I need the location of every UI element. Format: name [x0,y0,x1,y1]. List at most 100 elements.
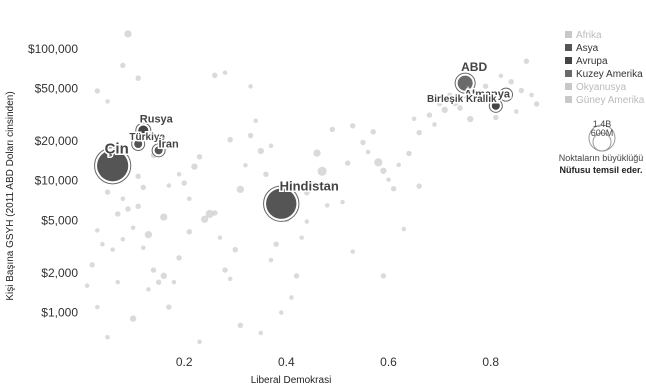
data-point [222,267,228,273]
y-tick-label: $20,000 [35,134,79,148]
data-point [205,209,214,219]
size-legend-small-circle [592,132,612,152]
country-label: İran [159,137,179,150]
data-point [95,228,100,233]
data-point [533,101,540,107]
size-legend-small-label: 600M [591,128,614,138]
data-point [181,180,187,186]
data-point [248,84,253,89]
data-point [200,215,209,223]
legend-swatch [565,44,572,51]
data-point [150,267,157,273]
data-point [263,171,269,177]
legend: Afrika Asya Avrupa Kuzey Amerika Okyanusya Gü… [565,30,645,106]
country-point [502,90,511,99]
data-point [160,213,168,221]
data-point [160,272,167,279]
country-point [97,150,129,182]
data-point [212,210,218,216]
country-label: Rusya [140,114,174,126]
data-point [217,235,223,240]
data-point [105,99,110,104]
data-point [293,273,300,279]
country-point [134,139,143,148]
country-label: Birleşik Krallık [427,94,497,105]
data-point [243,163,248,168]
data-point [135,173,141,180]
data-point [498,73,504,79]
data-point [390,185,397,192]
data-point [253,118,258,124]
legend-item[interactable]: Güney Amerika [576,95,645,106]
data-point [84,283,90,288]
data-point [365,149,371,155]
data-point [273,241,279,247]
legend-item[interactable]: Asya [576,43,599,54]
y-axis: $1,000 $2,000 $5,000 $10,000 $20,000 $50,000 $… [28,42,78,320]
data-point [120,236,126,242]
data-point [124,30,132,38]
data-point [374,158,383,167]
legend-swatch [565,31,572,38]
data-point [329,126,336,133]
size-legend-big-label: 1.4B [593,119,612,129]
data-point [140,184,147,191]
data-point [513,109,519,114]
data-point [104,189,111,195]
x-tick-label: 0.2 [176,355,193,369]
data-point [317,166,327,176]
data-point [304,219,310,224]
data-point [380,273,387,279]
data-point [340,199,345,205]
data-point [488,95,493,101]
data-point [401,226,407,232]
data-point [110,247,115,252]
data-point [482,83,489,89]
country-label: Türkiye [129,132,165,143]
data-point [120,62,126,69]
data-point [135,75,141,81]
legend-item[interactable]: Kuzey Amerika [576,69,643,80]
country-point [138,125,149,136]
data-point [141,245,146,251]
data-point [432,122,437,127]
data-point [309,180,315,186]
size-legend: 1.4B 600M Noktaların büyüklüğü Nüfusu te… [559,119,644,175]
legend-swatch [565,83,572,90]
data-point [426,112,433,118]
country-point [154,146,163,155]
y-tick-label: $10,000 [35,174,79,188]
legend-item[interactable]: Afrika [576,30,602,41]
data-point [115,211,121,217]
data-point [493,114,499,121]
data-point [344,160,351,166]
data-point [324,203,330,208]
data-point [313,149,321,157]
data-point [289,295,294,300]
legend-item[interactable]: Avrupa [576,56,608,67]
legend-item[interactable]: Okyanusya [576,82,626,93]
x-axis-title: Liberal Demokrasi [251,375,332,386]
data-point [478,89,483,95]
data-point [105,334,110,340]
y-tick-label: $100,000 [28,42,78,56]
data-point [416,129,422,136]
data-point [135,203,141,210]
data-point [416,183,422,189]
data-point [257,147,264,155]
data-point [166,183,172,188]
size-legend-note-1: Noktaların büyüklüğü [559,153,644,163]
data-point [523,58,530,64]
data-point [406,150,412,157]
data-point [227,136,233,143]
data-point [508,78,514,85]
data-point [100,241,105,247]
data-point [258,330,264,336]
data-point [197,339,202,345]
legend-swatch [565,70,572,77]
data-point [146,287,151,292]
data-point [237,322,244,329]
data-point [518,87,525,94]
